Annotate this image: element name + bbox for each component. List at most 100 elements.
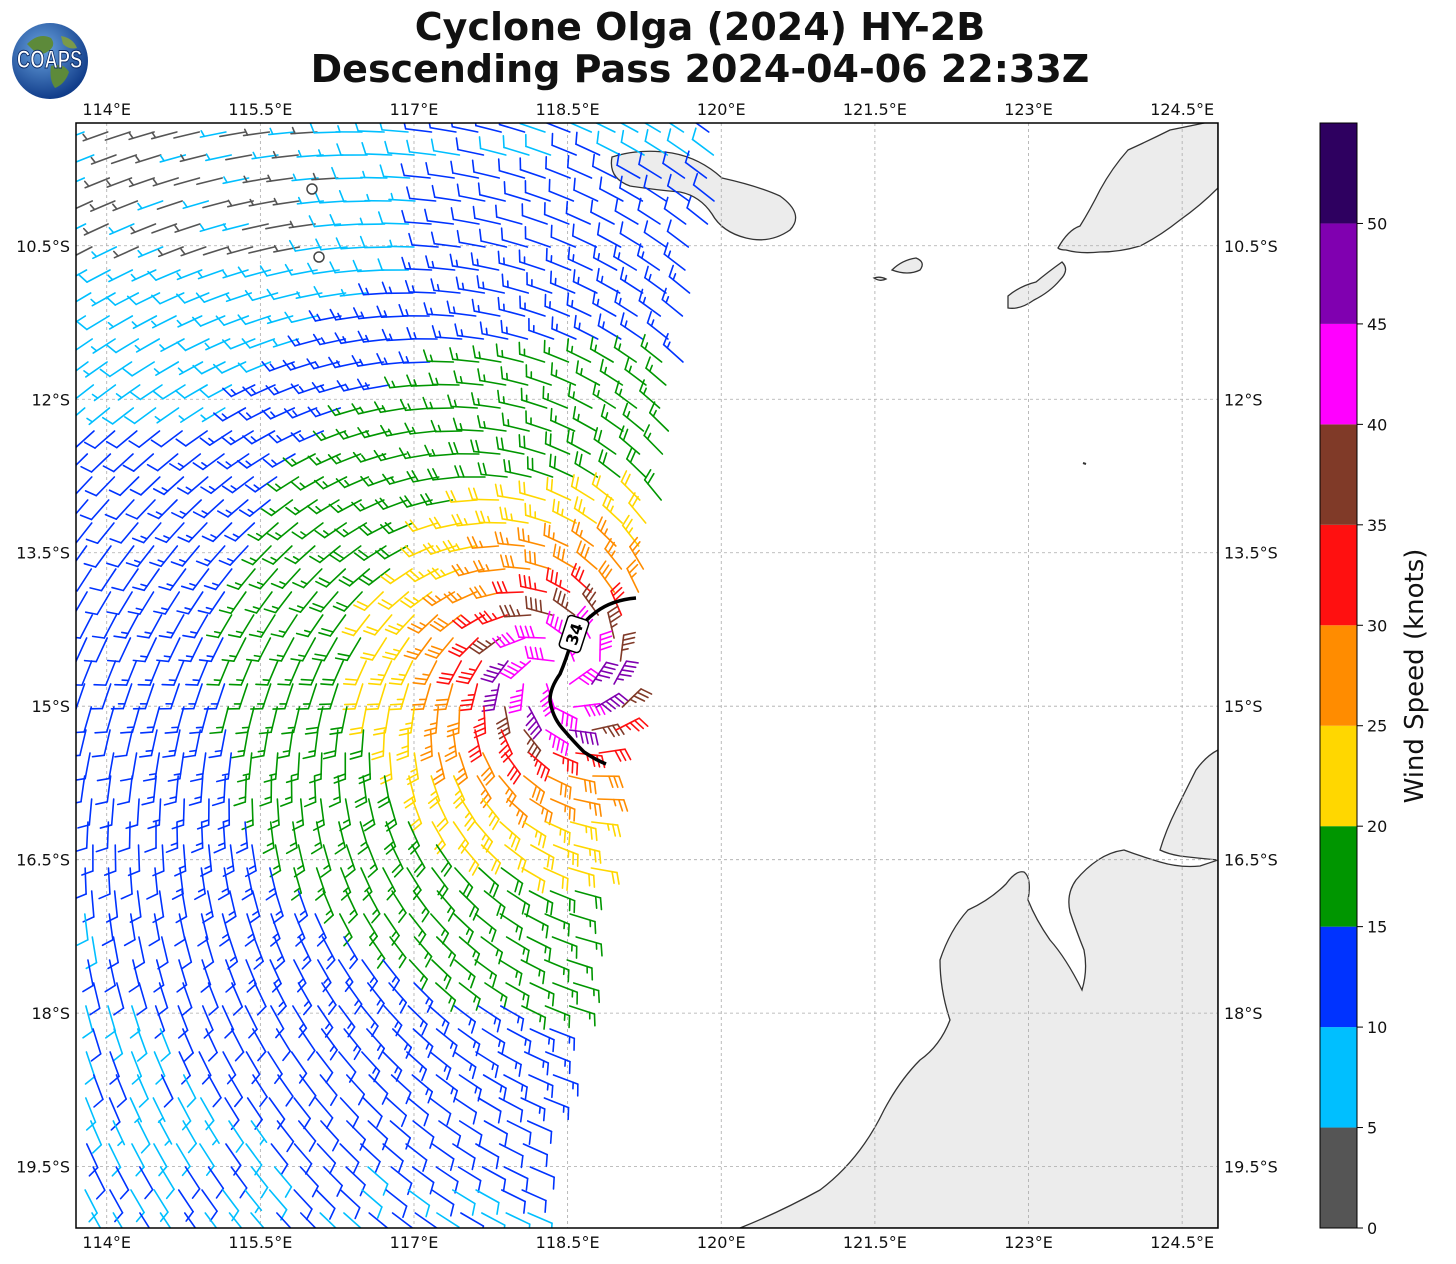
wind-barb: [146, 867, 159, 900]
wind-barb: [549, 453, 575, 478]
wind-barb: [543, 522, 569, 547]
wind-barb: [96, 752, 115, 782]
wind-barb: [177, 1097, 192, 1131]
wind-barb: [566, 429, 591, 455]
wind-barb: [76, 154, 95, 163]
wind-barb: [361, 141, 393, 156]
wind-barb: [478, 867, 500, 898]
lon-tick-label-bottom: 118.5°E: [536, 1233, 600, 1252]
wind-barb: [529, 982, 555, 1007]
wind-barb: [400, 591, 433, 609]
wind-barb: [451, 1189, 476, 1216]
wind-barb: [552, 706, 578, 732]
wind-barb: [471, 392, 501, 409]
wind-barb: [613, 335, 637, 363]
contour-label: 34: [558, 614, 590, 654]
wind-barb: [203, 568, 233, 591]
lon-tick-label-top: 124.5°E: [1150, 100, 1214, 119]
wind-barb: [454, 867, 474, 899]
wind-barb: [349, 706, 368, 736]
wind-barb: [231, 729, 249, 759]
wind-barb: [151, 292, 185, 305]
wind-barb: [452, 614, 486, 629]
wind-barb: [391, 890, 407, 924]
wind-barb: [298, 660, 323, 686]
wind-barb: [545, 567, 571, 593]
wind-barb: [592, 153, 617, 179]
land-masses: [610, 123, 1218, 1228]
wind-barb: [429, 1051, 452, 1081]
wind-barb: [589, 336, 614, 363]
wind-barb: [128, 430, 161, 448]
wind-barb: [525, 410, 552, 432]
wind-barb: [591, 723, 625, 738]
wind-barb: [358, 568, 391, 586]
wind-barb: [200, 476, 233, 495]
wind-barb: [573, 798, 602, 817]
wind-barb: [458, 1120, 483, 1148]
wind-barb: [180, 568, 210, 591]
wind-barb: [668, 264, 691, 294]
wind-barb: [76, 476, 93, 495]
wind-barb: [570, 562, 592, 593]
wind-barb: [342, 660, 367, 686]
wind-barb: [388, 192, 416, 202]
wind-barb: [82, 223, 109, 236]
wind-barb: [479, 321, 509, 340]
axis-ticks: 114°E 114°E 115.5°E 115.5°E 117°E 117°E 118.5°…: [16, 100, 1278, 1252]
wind-barb: [317, 683, 339, 710]
wind-barb: [436, 660, 462, 685]
wind-barb: [196, 798, 210, 830]
wind-barb: [477, 182, 506, 202]
wind-barb: [552, 1074, 579, 1097]
wind-barb: [571, 223, 598, 248]
wind-barb: [150, 430, 183, 448]
wind-barb: [575, 131, 601, 156]
wind-barb: [130, 269, 157, 282]
wind-barb: [76, 637, 88, 663]
wind-barb: [332, 591, 363, 612]
wind-barb: [218, 591, 247, 615]
wind-barb: [412, 890, 430, 923]
wind-barb: [505, 982, 530, 1009]
wind-barb: [666, 173, 690, 202]
wind-barb: [194, 867, 206, 901]
wind-barb: [643, 220, 667, 248]
wind-barb: [524, 549, 552, 570]
wind-barb: [349, 729, 365, 760]
wind-barb: [76, 545, 88, 563]
wind-barb: [204, 338, 231, 351]
wind-barb: [598, 449, 621, 478]
wind-barb: [389, 1120, 411, 1150]
wind-barb: [569, 821, 598, 842]
wind-barb: [360, 867, 373, 901]
wind-barb: [199, 430, 233, 446]
wind-barb: [233, 775, 248, 807]
wind-barb: [157, 246, 184, 258]
wind-barb: [573, 177, 599, 202]
wind-barb: [478, 136, 507, 156]
wind-barb: [228, 660, 253, 686]
wind-barb: [204, 1212, 218, 1228]
wind-barb: [552, 982, 579, 1005]
wind-barb: [129, 1097, 143, 1124]
wind-barb: [456, 183, 486, 202]
lat-tick-label-left: 10.5°S: [16, 237, 70, 256]
wind-barb: [360, 475, 394, 487]
wind-barb: [270, 614, 298, 638]
wind-barb: [412, 660, 438, 685]
wind-barb: [454, 465, 486, 478]
wind-barb: [494, 483, 525, 501]
wind-barb: [261, 407, 296, 420]
wind-barb: [521, 867, 546, 894]
wind-barb: [255, 660, 279, 686]
wind-barb: [431, 1189, 455, 1217]
wind-barb: [131, 1143, 145, 1177]
wind-barb: [262, 453, 296, 468]
wind-barb: [335, 237, 368, 250]
wind-barb: [178, 407, 204, 423]
wind-barb: [250, 1120, 268, 1145]
wind-barb: [244, 591, 273, 614]
wind-barb: [371, 729, 386, 761]
wind-barb: [607, 605, 621, 639]
